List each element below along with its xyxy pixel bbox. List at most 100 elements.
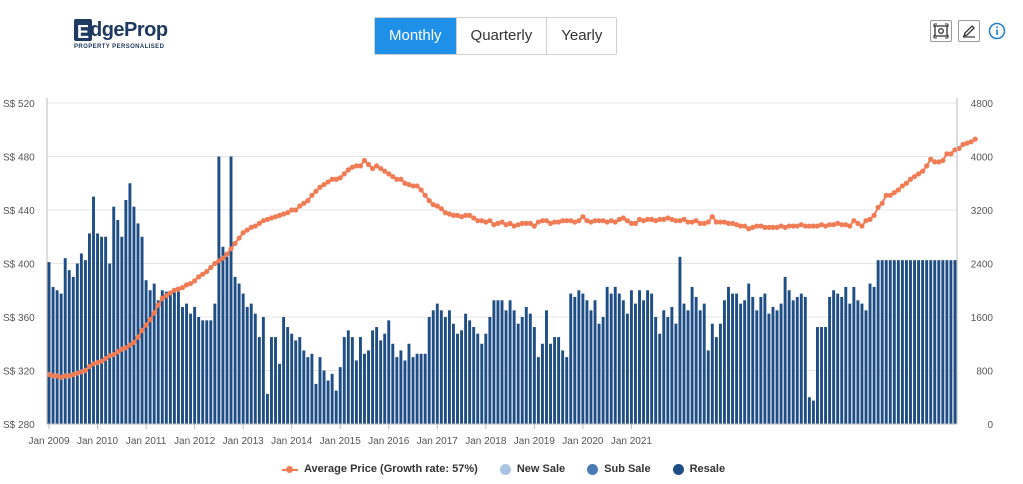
resale-bar: [892, 260, 896, 424]
resale-bar: [47, 262, 51, 424]
avg-price-point: [467, 212, 473, 218]
avg-price-point: [899, 183, 906, 189]
avg-price-point: [729, 220, 736, 226]
avg-price-point: [560, 218, 566, 224]
avg-price-point: [386, 171, 392, 177]
resale-bar: [245, 306, 249, 424]
avg-price-point: [107, 353, 113, 359]
avg-price-point: [410, 183, 416, 189]
resale-bar: [354, 360, 358, 424]
avg-price-point: [543, 218, 550, 224]
resale-bar: [828, 296, 832, 424]
avg-price-point: [151, 310, 157, 316]
avg-price-point: [402, 180, 408, 186]
avg-price-point: [390, 173, 396, 180]
legend-avg-price[interactable]: Average Price (Growth rate: 57%): [282, 463, 478, 475]
resale-bar: [59, 293, 63, 424]
legend-sub-sale[interactable]: Sub Sale: [587, 463, 651, 475]
avg-price-point: [928, 156, 934, 162]
legend-resale[interactable]: Resale: [672, 463, 725, 475]
avg-price-point: [790, 223, 796, 229]
avg-price-point: [632, 220, 639, 226]
resale-bar: [464, 313, 468, 424]
edit-icon[interactable]: [958, 20, 980, 42]
avg-price-point: [681, 216, 687, 222]
avg-price-point: [212, 260, 218, 267]
resale-bar: [116, 220, 120, 424]
resale-bar: [698, 310, 702, 424]
logo-letter: E: [77, 22, 90, 42]
avg-price-point: [135, 334, 141, 340]
y-right-tick-label: 1600: [971, 313, 994, 324]
avg-price-point: [503, 222, 509, 228]
resale-bar: [241, 293, 245, 424]
resale-bar: [484, 333, 488, 424]
y-left-tick-label: S$ 400: [3, 260, 35, 271]
avg-price-point: [915, 171, 922, 177]
avg-price-point: [778, 223, 784, 229]
resale-bar: [302, 350, 306, 424]
avg-price-point: [798, 222, 804, 228]
avg-price-point: [539, 218, 546, 224]
avg-price-point: [143, 322, 149, 328]
avg-price-point: [155, 302, 161, 308]
resale-bar: [856, 300, 860, 424]
avg-price-point: [669, 216, 675, 222]
resale-bar: [278, 363, 282, 424]
avg-price-point: [131, 339, 137, 346]
avg-price-point: [964, 140, 970, 146]
resale-bar: [811, 400, 815, 424]
screenshot-icon[interactable]: [930, 20, 952, 42]
tab-monthly[interactable]: Monthly: [375, 18, 456, 54]
avg-price-point: [851, 218, 857, 224]
resale-bar: [634, 303, 637, 424]
resale-bar: [144, 280, 148, 424]
resale-bar: [933, 260, 937, 424]
avg-price-point: [960, 141, 966, 148]
resale-bar: [540, 343, 544, 424]
avg-price-point: [705, 219, 711, 225]
avg-price-point: [624, 218, 630, 224]
avg-price-point: [677, 218, 683, 224]
resale-bar: [921, 260, 925, 424]
resale-bar: [290, 333, 294, 424]
avg-price-point: [839, 222, 845, 228]
tab-quarterly[interactable]: Quarterly: [455, 18, 547, 54]
resale-bar: [617, 293, 621, 424]
avg-price-point: [604, 219, 610, 225]
avg-price-point: [293, 207, 299, 213]
avg-price-point: [709, 214, 715, 220]
avg-price-point: [430, 202, 436, 208]
avg-price-point: [309, 192, 315, 198]
resale-bar: [508, 300, 512, 424]
avg-price-point: [272, 214, 279, 220]
resale-bar: [900, 260, 904, 424]
avg-price-point: [887, 192, 893, 198]
avg-price-point: [531, 223, 537, 229]
avg-price-point: [827, 222, 833, 228]
avg-price-point: [665, 215, 671, 221]
info-icon[interactable]: [986, 20, 1008, 42]
resale-bar: [751, 296, 755, 424]
resale-bar: [549, 343, 552, 424]
resale-bar: [249, 303, 253, 424]
avg-price-point: [572, 219, 578, 225]
resale-bar: [888, 260, 892, 424]
avg-price-point: [588, 219, 594, 225]
avg-price-point: [879, 200, 885, 206]
avg-price-point: [689, 219, 695, 225]
avg-price-point: [568, 218, 574, 224]
resale-bar: [646, 290, 650, 424]
avg-price-point: [956, 145, 962, 152]
avg-price-point: [58, 374, 64, 380]
avg-price-point: [333, 176, 339, 182]
tab-yearly[interactable]: Yearly: [546, 18, 616, 54]
legend-new-sale[interactable]: New Sale: [499, 463, 565, 475]
resale-bar: [739, 303, 743, 424]
resale-bar: [460, 330, 464, 424]
avg-price-point: [831, 222, 837, 228]
resale-bar: [694, 296, 698, 424]
avg-price-point: [628, 220, 635, 226]
avg-price-point: [111, 351, 117, 358]
avg-price-point: [576, 218, 582, 224]
